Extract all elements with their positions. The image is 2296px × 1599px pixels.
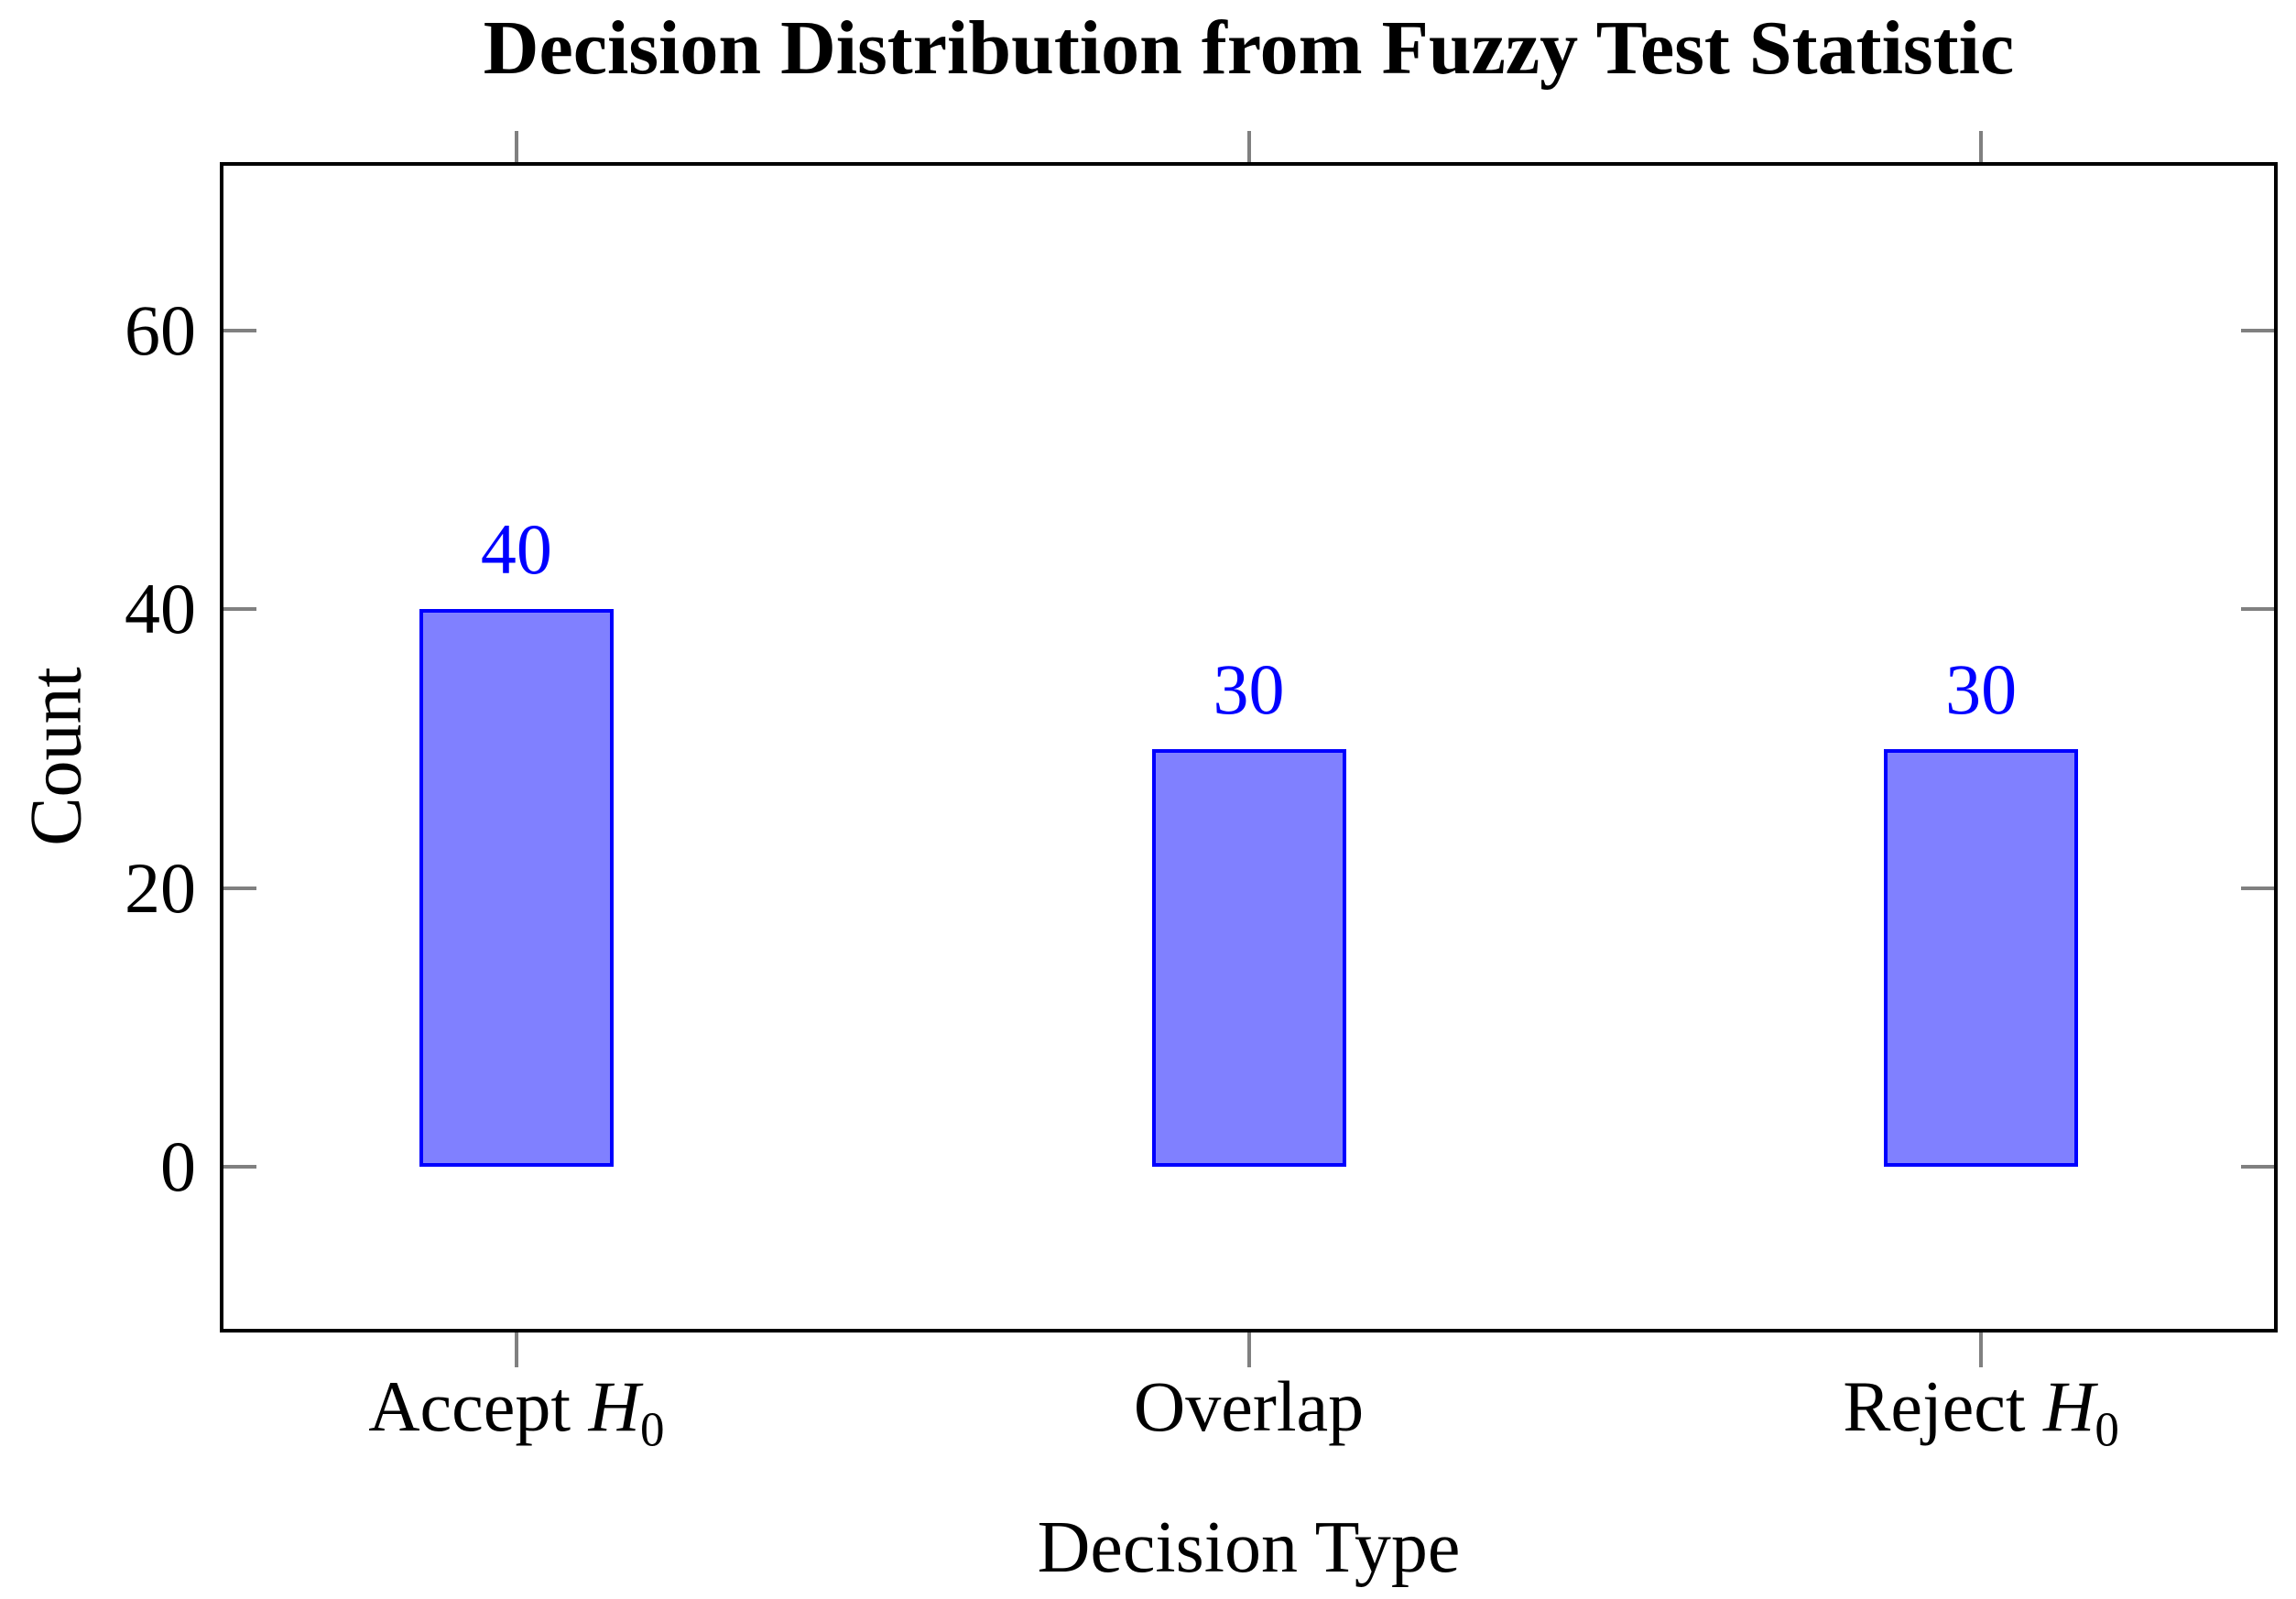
y-tick-label-0: 0 bbox=[160, 1126, 196, 1207]
y-axis-label: Count bbox=[16, 667, 97, 846]
y-tick-mark bbox=[2241, 607, 2274, 612]
bar-value-label: 40 bbox=[480, 509, 552, 590]
category-text: Accept bbox=[368, 1366, 589, 1446]
y-tick-mark bbox=[2241, 886, 2274, 890]
y-tick-label-20: 20 bbox=[125, 847, 196, 928]
x-category-label-overlap: Overlap bbox=[1134, 1365, 1364, 1448]
bar-value-label: 30 bbox=[1213, 648, 1285, 729]
bar-value-label: 30 bbox=[1945, 648, 2018, 729]
y-tick-label-60: 60 bbox=[125, 289, 196, 370]
x-tick-mark bbox=[514, 1332, 518, 1367]
x-tick-mark bbox=[1979, 131, 1984, 162]
y-tick-mark bbox=[223, 328, 256, 332]
x-category-label-reject-h0: Reject H0 bbox=[1843, 1365, 2119, 1454]
bar-accept-h0 bbox=[419, 609, 614, 1168]
y-tick-label-40: 40 bbox=[125, 569, 196, 649]
x-tick-mark bbox=[1246, 1332, 1251, 1367]
bar-reject-h0 bbox=[1884, 748, 2079, 1168]
y-tick-mark bbox=[2241, 1165, 2274, 1169]
y-tick-mark bbox=[223, 1165, 256, 1169]
bar-overlap bbox=[1151, 748, 1346, 1168]
y-tick-mark bbox=[223, 607, 256, 612]
y-tick-mark bbox=[223, 886, 256, 890]
category-math-var: H bbox=[2043, 1366, 2095, 1446]
category-text: Reject bbox=[1843, 1366, 2044, 1446]
plot-area: 0 20 40 60 40 30 30 Accept H0 Overlap Re… bbox=[125, 131, 2278, 1454]
category-math-var: H bbox=[588, 1366, 640, 1446]
x-tick-mark bbox=[514, 131, 518, 162]
x-axis-label: Decision Type bbox=[1037, 1507, 1461, 1588]
x-category-label-accept-h0: Accept H0 bbox=[368, 1365, 664, 1454]
y-tick-mark bbox=[2241, 328, 2274, 332]
category-subscript: 0 bbox=[639, 1403, 665, 1457]
category-text: Overlap bbox=[1133, 1366, 1365, 1446]
x-tick-mark bbox=[1979, 1332, 1984, 1367]
x-tick-mark bbox=[1246, 131, 1251, 162]
category-subscript: 0 bbox=[2095, 1403, 2119, 1457]
chart-title: Decision Distribution from Fuzzy Test St… bbox=[483, 5, 2015, 91]
